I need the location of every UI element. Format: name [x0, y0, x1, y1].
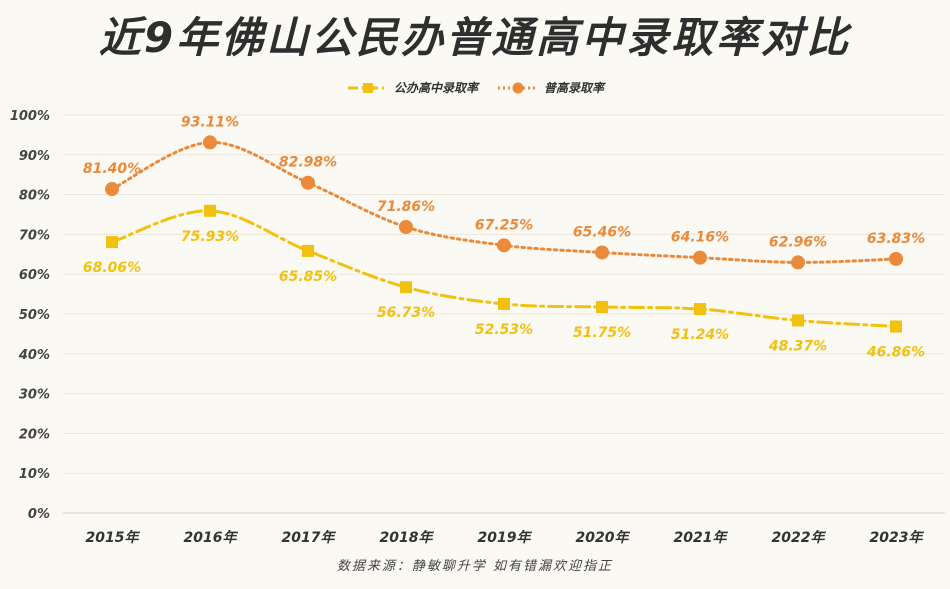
- x-tick-label: 2018年: [380, 529, 435, 546]
- y-tick-label: 90%: [19, 149, 50, 164]
- data-label-public: 51.75%: [573, 325, 631, 341]
- data-point-public: [792, 314, 804, 327]
- data-point-public: [694, 303, 706, 316]
- legend-swatch-public: [347, 82, 388, 93]
- series-line-general: [110, 140, 898, 264]
- data-point-public: [302, 244, 314, 257]
- data-label-public: 46.86%: [866, 344, 925, 360]
- data-label-public: 75.93%: [181, 229, 239, 245]
- y-tick-label: 50%: [19, 308, 50, 323]
- data-point-general: [889, 251, 903, 266]
- y-tick-label: 10%: [19, 467, 50, 482]
- y-tick-label: 60%: [19, 268, 50, 283]
- y-tick-label: 40%: [18, 348, 50, 363]
- y-tick-label: 80%: [19, 189, 50, 204]
- legend-item-general[interactable]: 普高录取率: [496, 79, 604, 96]
- x-tick-label: 2023年: [870, 529, 925, 546]
- y-axis-ticks: 0% 10% 20% 30% 40% 50% 60% 70% 80% 90% 100%: [10, 109, 50, 522]
- data-label-general: 65.46%: [573, 224, 631, 240]
- x-tick-label: 2017年: [282, 529, 337, 546]
- legend-item-public[interactable]: 公办高中录取率: [346, 79, 478, 96]
- y-tick-label: 20%: [19, 427, 50, 442]
- data-label-general: 71.86%: [377, 199, 435, 215]
- gridlines: [63, 114, 945, 514]
- y-tick-label: 0%: [28, 507, 50, 522]
- data-point-general: [105, 182, 119, 197]
- data-point-general: [791, 255, 805, 270]
- data-label-general: 82.98%: [279, 155, 337, 171]
- data-label-public: 48.37%: [768, 338, 827, 354]
- legend: 公办高中录取率 普高录取率: [0, 79, 950, 96]
- legend-swatch-general: [498, 82, 538, 93]
- x-tick-label: 2015年: [86, 529, 141, 546]
- legend-label-general: 普高录取率: [544, 81, 605, 95]
- data-label-general: 81.40%: [83, 161, 141, 177]
- x-tick-label: 2019年: [478, 529, 533, 546]
- data-point-general: [301, 175, 315, 190]
- data-labels: 68.06% 75.93% 65.85% 56.73% 52.53% 51.75% 51.2…: [83, 114, 925, 360]
- legend-label-public: 公办高中录取率: [393, 81, 478, 95]
- data-label-general: 67.25%: [475, 217, 533, 233]
- data-label-public: 52.53%: [475, 322, 533, 338]
- x-axis-ticks: 2015年 2016年 2017年 2018年 2019年 2020年 2021年 2022年…: [86, 529, 925, 546]
- y-tick-label: 30%: [19, 388, 50, 403]
- data-point-general: [595, 245, 609, 260]
- x-tick-label: 2016年: [184, 529, 239, 546]
- x-tick-label: 2020年: [576, 529, 631, 546]
- chart-title: 近9年佛山公民办普通高中录取率对比: [98, 13, 852, 62]
- data-point-public: [498, 297, 510, 310]
- data-label-public: 56.73%: [377, 305, 435, 321]
- data-point-public: [204, 204, 216, 217]
- data-point-general: [399, 219, 413, 234]
- data-label-public: 68.06%: [83, 260, 141, 276]
- series-markers: [105, 135, 903, 333]
- y-tick-label: 70%: [19, 228, 50, 243]
- y-tick-label: 100%: [10, 109, 50, 124]
- source-note: 数据来源：静敏聊升学 如有错漏欢迎指正: [336, 559, 614, 574]
- x-tick-label: 2021年: [674, 529, 729, 546]
- data-label-public: 65.85%: [279, 269, 337, 285]
- data-point-public: [106, 236, 118, 249]
- data-label-general: 63.83%: [867, 231, 925, 247]
- data-label-general: 93.11%: [181, 114, 239, 130]
- x-tick-label: 2022年: [772, 529, 827, 546]
- data-label-general: 62.96%: [769, 234, 827, 250]
- data-point-public: [400, 281, 412, 294]
- data-label-public: 51.24%: [671, 327, 729, 343]
- data-point-public: [890, 320, 902, 333]
- data-point-general: [203, 135, 217, 150]
- data-point-general: [693, 250, 707, 265]
- data-point-public: [596, 301, 608, 314]
- data-point-general: [497, 238, 511, 253]
- data-label-general: 64.16%: [671, 230, 729, 246]
